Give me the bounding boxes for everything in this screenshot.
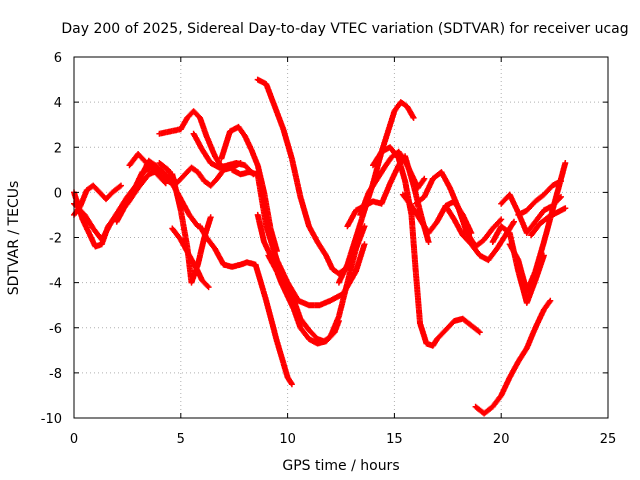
x-tick-label: 5 [177, 432, 185, 447]
y-tick-label: -2 [49, 232, 62, 247]
series-pass-i [197, 223, 295, 388]
point-markers [254, 76, 355, 277]
series-pass-t [370, 144, 483, 349]
series-pass-v [412, 169, 505, 250]
point-markers [156, 108, 244, 173]
chart-title: Day 200 of 2025, Sidereal Day-to-day VTE… [61, 21, 628, 37]
y-tick-label: 6 [54, 51, 62, 66]
series-pass-o [265, 223, 368, 345]
x-tick-label: 25 [600, 432, 617, 447]
x-tick-label: 15 [386, 432, 403, 447]
point-markers [190, 130, 257, 178]
y-tick-label: -8 [49, 367, 62, 382]
point-markers [113, 157, 167, 225]
y-tick-label: -4 [49, 277, 62, 292]
x-axis-label: GPS time / hours [282, 458, 399, 474]
point-markers [472, 297, 554, 417]
series-pass-d [113, 157, 167, 225]
series-pass-p [254, 76, 355, 277]
series-pass-m [229, 166, 368, 309]
grid [74, 57, 608, 418]
tick-marks [73, 56, 609, 419]
point-markers [265, 223, 368, 345]
x-tick-label: 0 [70, 432, 78, 447]
point-markers [515, 178, 564, 218]
point-markers [169, 171, 214, 286]
y-axis-label: SDTVAR / TECUs [6, 181, 22, 296]
series-pass-ab [528, 205, 569, 239]
y-tick-label: 2 [54, 141, 62, 156]
series-pass-l [190, 130, 257, 178]
y-tick-label: 4 [54, 96, 62, 111]
series-pass-g [156, 108, 244, 173]
series-pass-ac [515, 178, 564, 218]
point-markers [229, 166, 368, 309]
point-markers [528, 205, 569, 239]
point-markers [169, 225, 212, 291]
data-points [71, 76, 569, 417]
y-tick-label: -6 [49, 322, 62, 337]
y-tick-label: -10 [41, 412, 62, 427]
tick-labels: 0 5 10 15 20 25 -10 -8 -6 -4 -2 0 2 4 6 [41, 51, 617, 447]
x-tick-label: 20 [493, 432, 510, 447]
series-pass-h [169, 171, 214, 286]
point-markers [412, 169, 505, 250]
point-markers [370, 144, 483, 349]
series-pass-x [472, 297, 554, 417]
y-tick-label: 0 [54, 186, 62, 201]
series-pass-j [169, 225, 212, 291]
point-markers [197, 223, 295, 388]
x-tick-label: 10 [279, 432, 296, 447]
